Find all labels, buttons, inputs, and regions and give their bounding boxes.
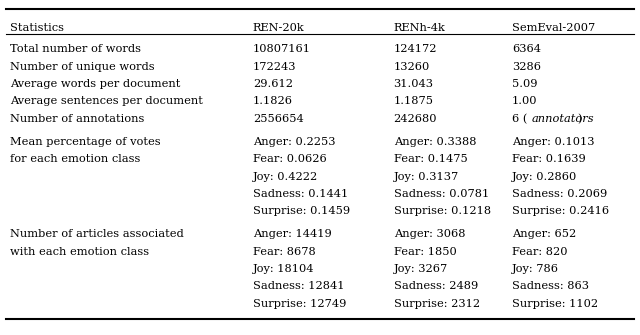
Text: annotators: annotators — [531, 114, 594, 124]
Text: 13260: 13260 — [394, 62, 430, 72]
Text: 6364: 6364 — [512, 44, 541, 54]
Text: Joy: 3267: Joy: 3267 — [394, 264, 448, 274]
Text: Anger: 14419: Anger: 14419 — [253, 229, 332, 239]
Text: 10807161: 10807161 — [253, 44, 311, 54]
Text: Total number of words: Total number of words — [10, 44, 141, 54]
Text: for each emotion class: for each emotion class — [10, 154, 140, 164]
Text: 1.1826: 1.1826 — [253, 96, 293, 107]
Text: Surprise: 1102: Surprise: 1102 — [512, 299, 598, 309]
Text: Joy: 0.2860: Joy: 0.2860 — [512, 172, 577, 182]
Text: Surprise: 12749: Surprise: 12749 — [253, 299, 346, 309]
Text: Anger: 3068: Anger: 3068 — [394, 229, 465, 239]
Text: 124172: 124172 — [394, 44, 437, 54]
Text: Surprise: 0.1459: Surprise: 0.1459 — [253, 206, 350, 216]
Text: Fear: 0.1639: Fear: 0.1639 — [512, 154, 586, 164]
Text: 242680: 242680 — [394, 114, 437, 124]
Text: Number of articles associated: Number of articles associated — [10, 229, 183, 239]
Text: RENh-4k: RENh-4k — [394, 23, 445, 34]
Text: Anger: 0.1013: Anger: 0.1013 — [512, 137, 595, 147]
Text: 2556654: 2556654 — [253, 114, 303, 124]
Text: Statistics: Statistics — [10, 23, 63, 34]
Text: Anger: 0.3388: Anger: 0.3388 — [394, 137, 476, 147]
Text: Surprise: 0.1218: Surprise: 0.1218 — [394, 206, 491, 216]
Text: with each emotion class: with each emotion class — [10, 247, 148, 257]
Text: Sadness: 863: Sadness: 863 — [512, 281, 589, 291]
Text: Joy: 0.4222: Joy: 0.4222 — [253, 172, 318, 182]
Text: Number of annotations: Number of annotations — [10, 114, 144, 124]
Text: Fear: 1850: Fear: 1850 — [394, 247, 456, 257]
Text: 29.612: 29.612 — [253, 79, 293, 89]
Text: Surprise: 2312: Surprise: 2312 — [394, 299, 480, 309]
Text: Sadness: 12841: Sadness: 12841 — [253, 281, 344, 291]
Text: Number of unique words: Number of unique words — [10, 62, 154, 72]
Text: SemEval-2007: SemEval-2007 — [512, 23, 595, 34]
Text: Sadness: 0.0781: Sadness: 0.0781 — [394, 189, 489, 199]
Text: Anger: 652: Anger: 652 — [512, 229, 576, 239]
Text: Anger: 0.2253: Anger: 0.2253 — [253, 137, 335, 147]
Text: Joy: 18104: Joy: 18104 — [253, 264, 314, 274]
Text: Joy: 0.3137: Joy: 0.3137 — [394, 172, 459, 182]
Text: Fear: 820: Fear: 820 — [512, 247, 568, 257]
Text: Average words per document: Average words per document — [10, 79, 180, 89]
Text: 3286: 3286 — [512, 62, 541, 72]
Text: 5.09: 5.09 — [512, 79, 538, 89]
Text: Joy: 786: Joy: 786 — [512, 264, 559, 274]
Text: Fear: 8678: Fear: 8678 — [253, 247, 316, 257]
Text: Surprise: 0.2416: Surprise: 0.2416 — [512, 206, 609, 216]
Text: ): ) — [577, 114, 582, 124]
Text: 6 (: 6 ( — [512, 114, 527, 124]
Text: Sadness: 0.2069: Sadness: 0.2069 — [512, 189, 607, 199]
Text: Mean percentage of votes: Mean percentage of votes — [10, 137, 160, 147]
Text: 1.1875: 1.1875 — [394, 96, 434, 107]
Text: REN-20k: REN-20k — [253, 23, 305, 34]
Text: Sadness: 0.1441: Sadness: 0.1441 — [253, 189, 348, 199]
Text: Fear: 0.1475: Fear: 0.1475 — [394, 154, 467, 164]
Text: Average sentences per document: Average sentences per document — [10, 96, 202, 107]
Text: 31.043: 31.043 — [394, 79, 434, 89]
Text: 1.00: 1.00 — [512, 96, 538, 107]
Text: Fear: 0.0626: Fear: 0.0626 — [253, 154, 326, 164]
Text: Sadness: 2489: Sadness: 2489 — [394, 281, 478, 291]
Text: 172243: 172243 — [253, 62, 296, 72]
